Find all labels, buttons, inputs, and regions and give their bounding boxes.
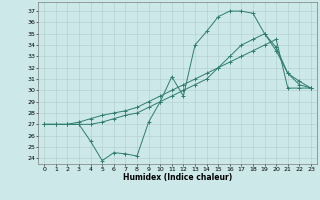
- X-axis label: Humidex (Indice chaleur): Humidex (Indice chaleur): [123, 173, 232, 182]
